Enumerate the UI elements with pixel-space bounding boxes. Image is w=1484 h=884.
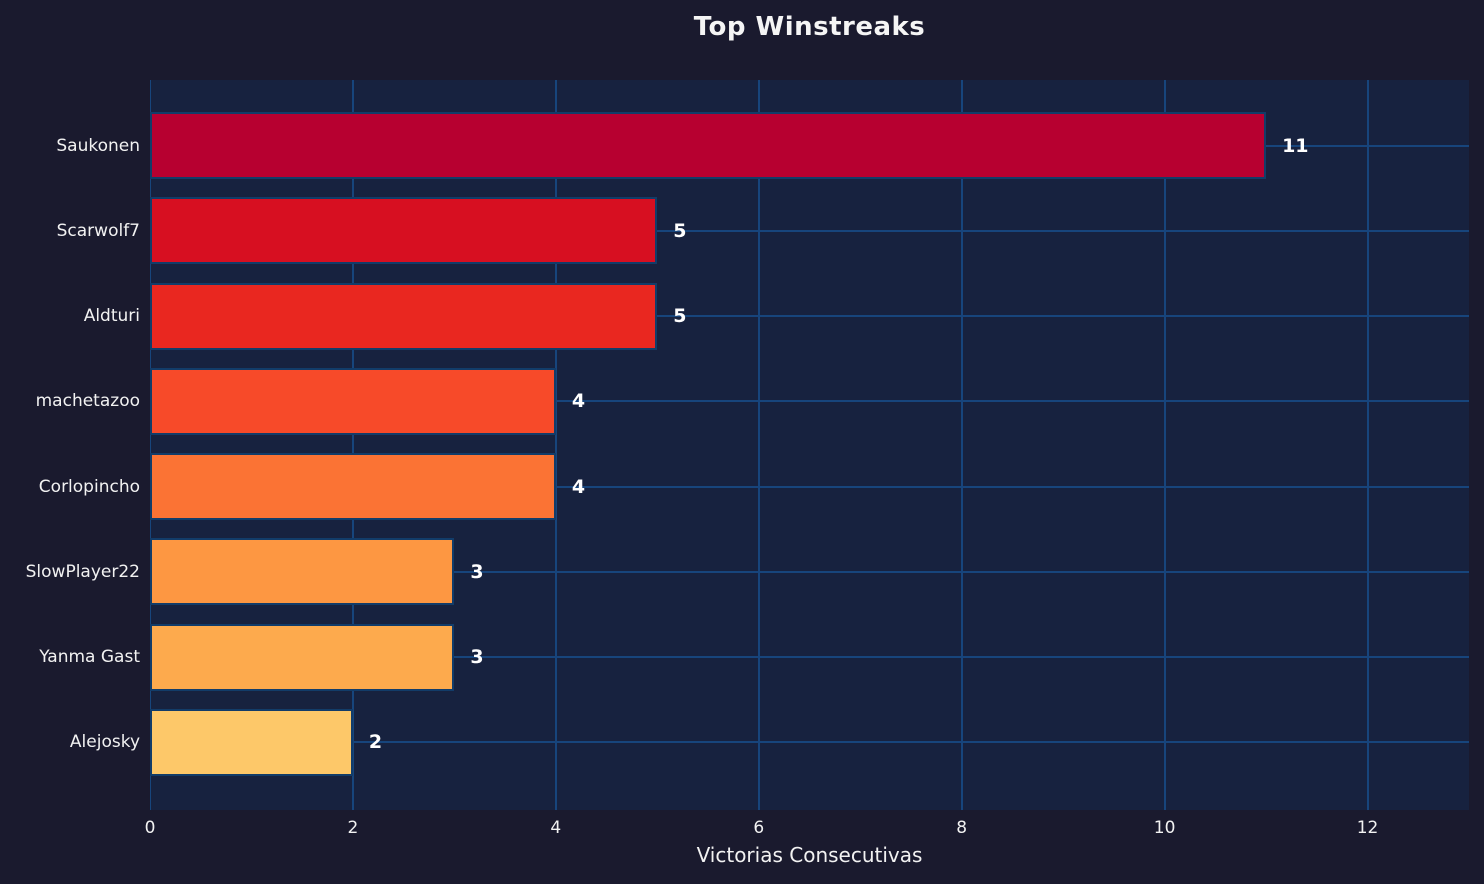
bar-value-label: 4 <box>571 475 586 498</box>
y-tick-label: Alejosky <box>69 732 140 753</box>
bar-value-label: 11 <box>1282 134 1309 157</box>
gridline-horizontal <box>150 229 1469 232</box>
x-tick-label: 6 <box>753 818 765 838</box>
gridline-vertical <box>554 80 557 810</box>
gridline-vertical <box>960 80 963 810</box>
gridline-vertical <box>757 80 760 810</box>
gridline-horizontal <box>150 656 1469 659</box>
bar-value-label: 5 <box>673 219 687 242</box>
bar-corlopincho <box>150 453 556 521</box>
x-tick-label: 2 <box>347 818 359 838</box>
x-axis-label: Victorias Consecutivas <box>696 843 923 867</box>
bar-aldturi <box>150 282 658 350</box>
gridline-vertical <box>1366 80 1369 810</box>
gridline-vertical <box>1163 80 1166 810</box>
bar-machetazoo <box>150 367 556 435</box>
bar-scarwolf7 <box>150 197 658 265</box>
x-tick-label: 10 <box>1153 818 1176 838</box>
x-tick-label: 0 <box>144 818 156 838</box>
bar-value-label: 3 <box>470 560 484 583</box>
gridline-vertical <box>351 80 354 810</box>
gridline-horizontal <box>150 485 1469 488</box>
gridline-horizontal <box>150 570 1469 573</box>
gridline-horizontal <box>150 741 1469 744</box>
plot-area <box>150 80 1469 810</box>
y-tick-label: machetazoo <box>35 391 140 412</box>
gridline-vertical <box>150 80 151 810</box>
y-tick-label: Saukonen <box>56 135 140 156</box>
y-tick-label: SlowPlayer22 <box>25 561 140 582</box>
bar-yanma-gast <box>150 623 455 691</box>
x-tick-label: 8 <box>956 818 968 838</box>
y-tick-label: Corlopincho <box>38 476 140 497</box>
bar-saukonen <box>150 112 1267 180</box>
gridline-horizontal <box>150 315 1469 318</box>
bar-slowplayer22 <box>150 538 455 606</box>
bar-value-label: 3 <box>470 646 484 669</box>
bar-value-label: 4 <box>571 390 586 413</box>
bar-value-label: 2 <box>368 731 383 754</box>
chart-title: Top Winstreaks <box>693 12 926 42</box>
x-tick-label: 12 <box>1356 818 1379 838</box>
y-tick-label: Aldturi <box>83 306 140 327</box>
bar-value-label: 5 <box>673 305 687 328</box>
y-tick-label: Yanma Gast <box>39 647 140 668</box>
y-tick-label: Scarwolf7 <box>56 220 140 241</box>
gridline-horizontal <box>150 400 1469 403</box>
x-tick-label: 4 <box>550 818 562 838</box>
bar-alejosky <box>150 708 353 776</box>
